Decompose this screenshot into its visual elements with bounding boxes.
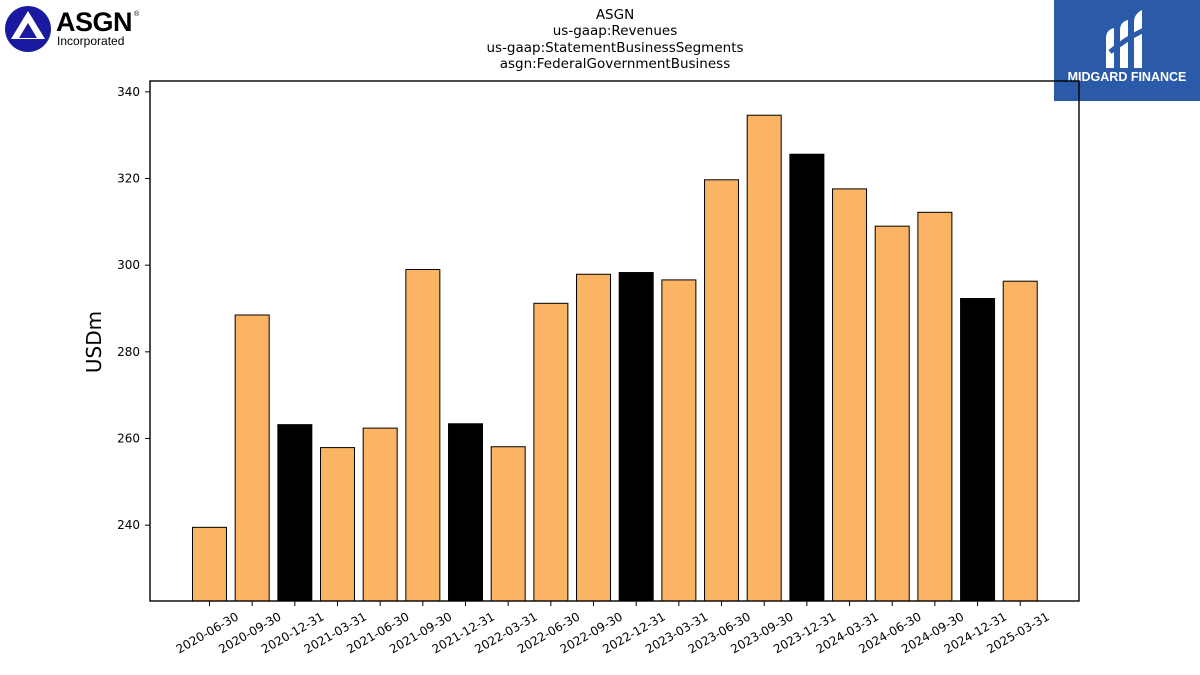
bar-2021-06-30	[362, 427, 398, 602]
title-line-2: us-gaap:Revenues	[552, 23, 678, 40]
asgn-logo: ASGN ® Incorporated	[4, 4, 144, 54]
bar-2024-09-30	[917, 211, 953, 602]
y-tick-label-280: 280	[117, 345, 140, 359]
chart-title: ASGN us-gaap:Revenues us-gaap:StatementB…	[415, 7, 815, 72]
bar-2023-12-31	[789, 153, 825, 602]
asgn-logo-registered: ®	[134, 11, 140, 18]
y-tick-label-320: 320	[117, 172, 140, 186]
bar-2022-03-31	[490, 446, 526, 602]
bar-2023-09-30	[746, 114, 782, 602]
bar-2021-03-31	[320, 447, 356, 602]
title-line-4: asgn:FederalGovernmentBusiness	[499, 55, 731, 72]
bar-2023-06-30	[704, 179, 740, 602]
bar-2024-12-31	[960, 298, 996, 602]
bar-2023-03-31	[661, 279, 697, 602]
bar-2024-03-31	[832, 188, 868, 602]
bar-2022-12-31	[618, 272, 654, 602]
y-tick-label-260: 260	[117, 432, 140, 446]
bar-2021-09-30	[405, 269, 441, 602]
bar-2021-12-31	[448, 423, 484, 602]
bar-2020-09-30	[234, 314, 270, 602]
midgard-logo-text: MIDGARD FINANCE	[1067, 70, 1187, 84]
bar-2024-06-30	[874, 225, 910, 602]
bar-2020-06-30	[192, 526, 227, 602]
asgn-logo-icon	[5, 6, 51, 52]
y-tick-label-300: 300	[117, 258, 140, 272]
bar-2022-06-30	[533, 302, 569, 602]
midgard-logo-icon	[1106, 10, 1146, 68]
asgn-logo-subtext: Incorporated	[57, 34, 125, 48]
bar-2022-09-30	[576, 273, 612, 602]
x-axis: 2020-06-302020-09-302020-12-312021-03-31…	[174, 601, 1052, 656]
y-axis: 240 260 280 300 320 340	[117, 85, 150, 532]
y-tick-label-240: 240	[117, 518, 140, 532]
bars-group	[192, 114, 1038, 602]
midgard-finance-logo: MIDGARD FINANCE	[1054, 0, 1200, 101]
y-tick-label-340: 340	[117, 85, 140, 99]
bar-2025-03-31	[1002, 280, 1038, 602]
asgn-logo-text: ASGN	[56, 7, 133, 37]
title-line-1: ASGN	[595, 7, 635, 23]
title-line-3: us-gaap:StatementBusinessSegments	[486, 39, 744, 56]
plot-frame	[149, 80, 1080, 602]
bar-2020-12-31	[277, 424, 313, 602]
y-axis-label: USDm	[82, 311, 106, 373]
